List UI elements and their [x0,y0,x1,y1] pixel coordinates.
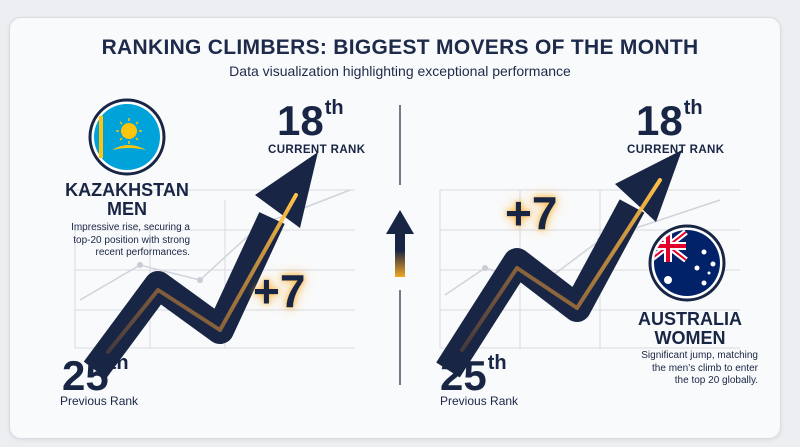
description-line: recent performances. [95,247,191,258]
previous-rank: 25th [440,352,507,399]
current-rank-label: CURRENT RANK [627,144,725,156]
center-up-arrow-icon [386,210,414,277]
previous-rank-label: Previous Rank [60,394,139,408]
current-rank-value: 18 [636,97,683,144]
previous-rank-suffix: th [109,352,129,374]
previous-rank-label: Previous Rank [440,394,519,408]
rank-change: +7 [505,187,558,239]
rank-change: +7 [253,265,306,317]
team-line-1: KAZAKHSTAN [65,180,189,200]
current-rank-suffix: th [324,97,344,119]
description-line: the top 20 globally. [674,375,758,386]
previous-rank-suffix: th [487,352,507,374]
current-rank: 18th [636,97,703,144]
team-line-1: AUSTRALIA [638,309,742,329]
team-name: AUSTRALIA WOMEN [625,310,755,348]
page-title: RANKING CLIMBERS: BIGGEST MOVERS OF THE … [101,36,699,59]
team-description: Significant jump, matching the men’s cli… [598,350,758,388]
current-rank: 18th [277,97,344,144]
team-name: KAZAKHSTAN MEN [62,181,192,219]
description-line: the men’s climb to enter [652,362,758,374]
current-rank-suffix: th [683,97,703,119]
previous-rank-value: 25 [62,352,109,399]
page-subtitle: Data visualization highlighting exceptio… [229,63,571,79]
current-rank-value: 18 [277,97,324,144]
description-line: Impressive rise, securing a [71,222,190,233]
team-line-2: WOMEN [654,328,726,348]
previous-rank: 25th [62,352,129,399]
description-line: top-20 position with strong [73,234,190,246]
previous-rank-value: 25 [440,352,487,399]
current-rank-label: CURRENT RANK [268,144,366,156]
description-line: Significant jump, matching [641,350,758,361]
team-line-2: MEN [107,199,147,219]
team-description: Impressive rise, securing a top-20 posit… [30,222,190,260]
